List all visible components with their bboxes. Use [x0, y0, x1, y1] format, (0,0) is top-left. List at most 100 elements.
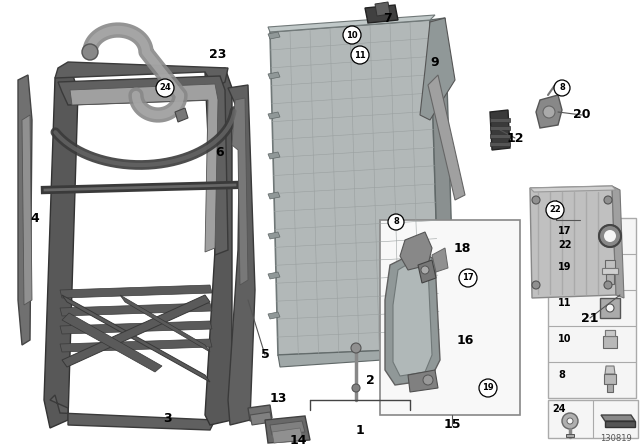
Polygon shape — [600, 298, 620, 318]
Polygon shape — [605, 330, 615, 336]
Circle shape — [554, 80, 570, 96]
Text: 11: 11 — [354, 51, 366, 60]
Text: 24: 24 — [552, 404, 566, 414]
Circle shape — [421, 266, 429, 274]
Polygon shape — [418, 260, 436, 283]
Text: 7: 7 — [383, 12, 392, 25]
Circle shape — [604, 281, 612, 289]
Text: 20: 20 — [573, 108, 591, 121]
Circle shape — [156, 79, 174, 97]
Text: 8: 8 — [393, 217, 399, 227]
Text: 16: 16 — [456, 333, 474, 346]
Circle shape — [567, 418, 573, 424]
Polygon shape — [430, 18, 455, 348]
Polygon shape — [604, 374, 616, 384]
Text: 18: 18 — [453, 241, 470, 254]
Polygon shape — [60, 303, 212, 316]
Circle shape — [352, 384, 360, 392]
Polygon shape — [278, 348, 455, 367]
Text: 17: 17 — [462, 273, 474, 283]
Circle shape — [479, 379, 497, 397]
Polygon shape — [62, 313, 162, 372]
Circle shape — [599, 225, 621, 247]
Polygon shape — [385, 250, 440, 385]
Polygon shape — [270, 20, 440, 355]
Text: 6: 6 — [216, 146, 224, 159]
Text: 17: 17 — [558, 226, 572, 236]
Text: 15: 15 — [444, 418, 461, 431]
Polygon shape — [272, 428, 303, 443]
Polygon shape — [375, 2, 390, 16]
Polygon shape — [365, 5, 398, 23]
Circle shape — [459, 269, 477, 287]
Polygon shape — [268, 112, 280, 119]
Polygon shape — [605, 366, 615, 374]
Polygon shape — [408, 370, 438, 392]
Text: 12: 12 — [506, 132, 524, 145]
Text: 13: 13 — [269, 392, 287, 405]
Polygon shape — [248, 405, 272, 421]
Circle shape — [388, 214, 404, 230]
Text: 5: 5 — [260, 349, 269, 362]
Polygon shape — [60, 285, 212, 298]
Polygon shape — [393, 258, 432, 376]
Polygon shape — [70, 84, 218, 252]
Polygon shape — [18, 75, 32, 345]
Circle shape — [543, 106, 555, 118]
Polygon shape — [50, 395, 215, 430]
Text: 22: 22 — [558, 240, 572, 250]
Circle shape — [423, 375, 433, 385]
Polygon shape — [530, 186, 616, 192]
Circle shape — [546, 201, 564, 219]
Polygon shape — [605, 421, 635, 427]
Polygon shape — [268, 192, 280, 199]
Polygon shape — [607, 384, 613, 392]
Polygon shape — [268, 232, 280, 239]
Text: 3: 3 — [164, 412, 172, 425]
Polygon shape — [530, 186, 616, 298]
Text: 19: 19 — [482, 383, 494, 392]
Polygon shape — [268, 272, 280, 279]
Polygon shape — [605, 330, 615, 336]
Polygon shape — [420, 18, 455, 120]
Text: 10: 10 — [346, 30, 358, 39]
Polygon shape — [228, 85, 255, 425]
Text: 9: 9 — [431, 56, 439, 69]
Polygon shape — [490, 118, 510, 122]
Polygon shape — [268, 312, 280, 319]
Text: 14: 14 — [289, 434, 307, 447]
Polygon shape — [605, 260, 615, 268]
Polygon shape — [490, 134, 510, 138]
Text: 21: 21 — [581, 311, 599, 324]
Circle shape — [606, 304, 614, 312]
Circle shape — [532, 281, 540, 289]
Text: 24: 24 — [159, 83, 171, 92]
Polygon shape — [601, 415, 635, 421]
Circle shape — [604, 230, 616, 242]
Text: 11: 11 — [558, 298, 572, 308]
Text: 22: 22 — [549, 206, 561, 215]
Circle shape — [532, 196, 540, 204]
Polygon shape — [606, 274, 614, 284]
Circle shape — [351, 343, 361, 353]
Polygon shape — [490, 142, 510, 146]
Polygon shape — [548, 218, 636, 398]
Polygon shape — [250, 412, 272, 425]
Text: 1: 1 — [356, 423, 364, 436]
Polygon shape — [432, 248, 448, 272]
Polygon shape — [268, 72, 280, 79]
Polygon shape — [536, 95, 562, 128]
Circle shape — [604, 196, 612, 204]
Polygon shape — [120, 295, 210, 352]
Polygon shape — [62, 295, 210, 382]
Polygon shape — [400, 232, 432, 270]
Polygon shape — [265, 416, 310, 443]
Polygon shape — [205, 68, 232, 425]
Circle shape — [562, 413, 578, 429]
Text: 23: 23 — [209, 48, 227, 61]
Polygon shape — [428, 75, 465, 200]
Polygon shape — [268, 152, 280, 159]
Circle shape — [343, 26, 361, 44]
Text: 8: 8 — [559, 83, 565, 92]
Text: 4: 4 — [31, 211, 40, 224]
